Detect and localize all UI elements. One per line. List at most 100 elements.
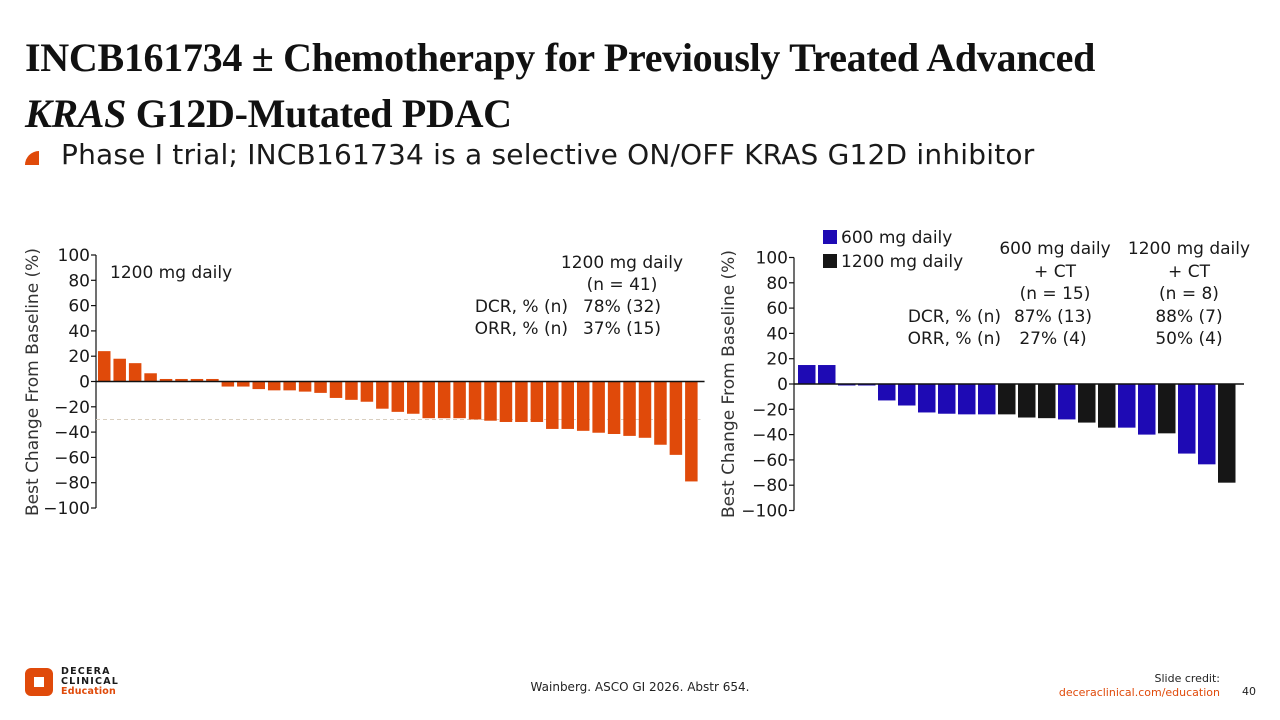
- y-tick-label: 0: [777, 375, 788, 395]
- bar: [561, 381, 574, 429]
- bar: [206, 378, 219, 382]
- y-tick-label: −100: [741, 502, 788, 522]
- bar: [546, 381, 559, 429]
- bar: [958, 384, 976, 415]
- y-tick-label: −20: [752, 400, 788, 420]
- bar: [314, 381, 327, 393]
- bar: [453, 381, 466, 419]
- annot-header-2: (n = 41): [587, 275, 658, 295]
- y-tick-label: −80: [54, 474, 90, 494]
- bar: [1158, 384, 1176, 434]
- bar: [530, 381, 544, 422]
- group2-orr-value: 50% (4): [1155, 329, 1222, 349]
- bar: [1058, 384, 1076, 420]
- waterfall-chart-combination: 100 80 60 40 20 0 −20 −40 −60 −80 −100 Best Change…: [719, 228, 1250, 522]
- logo-line-2: CLINICAL: [61, 676, 120, 687]
- group2-header-2: + CT: [1168, 262, 1211, 282]
- bar: [267, 381, 281, 391]
- y-tick-label: −20: [54, 398, 90, 418]
- bar: [654, 381, 667, 445]
- bar: [1018, 384, 1036, 418]
- legend: 600 mg daily 1200 mg daily: [823, 228, 963, 272]
- bar: [592, 381, 605, 433]
- bar: [221, 381, 235, 387]
- y-tick-label: 60: [766, 299, 788, 319]
- y-tick-label: 40: [68, 322, 90, 342]
- annot-orr-value: 37% (15): [583, 319, 661, 339]
- bars: [798, 365, 1236, 483]
- legend-swatch-600mg: [823, 230, 837, 244]
- bar: [515, 381, 528, 422]
- y-tick-label: −100: [43, 499, 90, 519]
- bar: [638, 381, 652, 438]
- bar: [978, 384, 996, 415]
- bar: [898, 384, 916, 406]
- group2-header-1: 1200 mg daily: [1128, 239, 1250, 259]
- bar: [484, 381, 497, 421]
- y-axis-title: Best Change From Baseline (%): [719, 250, 739, 518]
- decera-logo: DECERA CLINICAL Education: [25, 667, 119, 697]
- title-gene-italic: KRAS: [25, 91, 127, 136]
- bar: [1178, 384, 1196, 454]
- bar: [360, 381, 374, 402]
- y-tick-label: −60: [54, 448, 90, 468]
- annot-header-1: 1200 mg daily: [561, 253, 683, 273]
- logo-line-3: Education: [61, 686, 116, 697]
- bar: [468, 381, 482, 420]
- y-axis: 100 80 60 40 20 0 −20 −40 −60 −80 −100: [43, 246, 97, 519]
- bar: [283, 381, 296, 391]
- bar: [798, 365, 816, 384]
- bar: [499, 381, 513, 422]
- waterfall-chart-monotherapy: 100 80 60 40 20 0 −20 −40 −60 −80 −100 Best Change…: [23, 246, 705, 519]
- credit-link[interactable]: deceraclinical.com/education: [1058, 686, 1220, 699]
- y-tick-label: 60: [68, 297, 90, 317]
- slide-title: INCB161734 ± Chemotherapy for Previously…: [25, 30, 1265, 142]
- group1-dcr-value: 87% (13): [1014, 307, 1092, 327]
- bar: [237, 381, 250, 387]
- bar: [1038, 384, 1056, 419]
- bar: [190, 378, 204, 382]
- bar: [1118, 384, 1136, 428]
- y-tick-label: 80: [766, 274, 788, 294]
- bar: [1098, 384, 1116, 428]
- page-number: 40: [1242, 685, 1256, 698]
- bar: [818, 365, 836, 384]
- bar: [938, 384, 956, 414]
- y-tick-label: −40: [752, 426, 788, 446]
- y-tick-label: 20: [766, 350, 788, 370]
- group1-header-3: (n = 15): [1020, 284, 1091, 304]
- annot-orr-label: ORR, % (n): [475, 319, 568, 339]
- logo-line-1: DECERA: [61, 666, 111, 677]
- bar: [113, 358, 126, 382]
- y-tick-label: 100: [756, 249, 788, 269]
- y-tick-label: 80: [68, 271, 90, 291]
- bullet-point: Phase I trial; INCB161734 is a selective…: [25, 138, 1034, 171]
- bar: [1198, 384, 1216, 465]
- logo-text: DECERA CLINICAL Education: [61, 667, 119, 697]
- title-line-2: KRAS G12D-Mutated PDAC: [25, 86, 1265, 142]
- bar: [175, 378, 188, 382]
- bar: [576, 381, 590, 431]
- bar: [144, 373, 157, 382]
- bar: [607, 381, 621, 434]
- y-axis: 100 80 60 40 20 0 −20 −40 −60 −80 −100: [741, 249, 795, 522]
- legend-label-600mg: 600 mg daily: [841, 228, 952, 248]
- bullet-text: Phase I trial; INCB161734 is a selective…: [61, 138, 1035, 171]
- bar: [669, 381, 683, 455]
- y-tick-label: 40: [766, 324, 788, 344]
- bar: [1218, 384, 1236, 483]
- orr-row-label: ORR, % (n): [908, 329, 1001, 349]
- dcr-row-label: DCR, % (n): [908, 307, 1001, 327]
- y-tick-label: 20: [68, 347, 90, 367]
- bar: [376, 381, 389, 409]
- y-tick-label: 100: [58, 246, 90, 266]
- bar: [298, 381, 312, 392]
- group1-orr-value: 27% (4): [1019, 329, 1086, 349]
- legend-swatch-1200mg: [823, 254, 837, 268]
- bar: [1138, 384, 1156, 435]
- y-axis-title: Best Change From Baseline (%): [23, 248, 43, 516]
- annot-dcr-label: DCR, % (n): [475, 297, 568, 317]
- group2-dcr-value: 88% (7): [1155, 307, 1222, 327]
- bar: [345, 381, 358, 400]
- group1-header-1: 600 mg daily: [999, 239, 1110, 259]
